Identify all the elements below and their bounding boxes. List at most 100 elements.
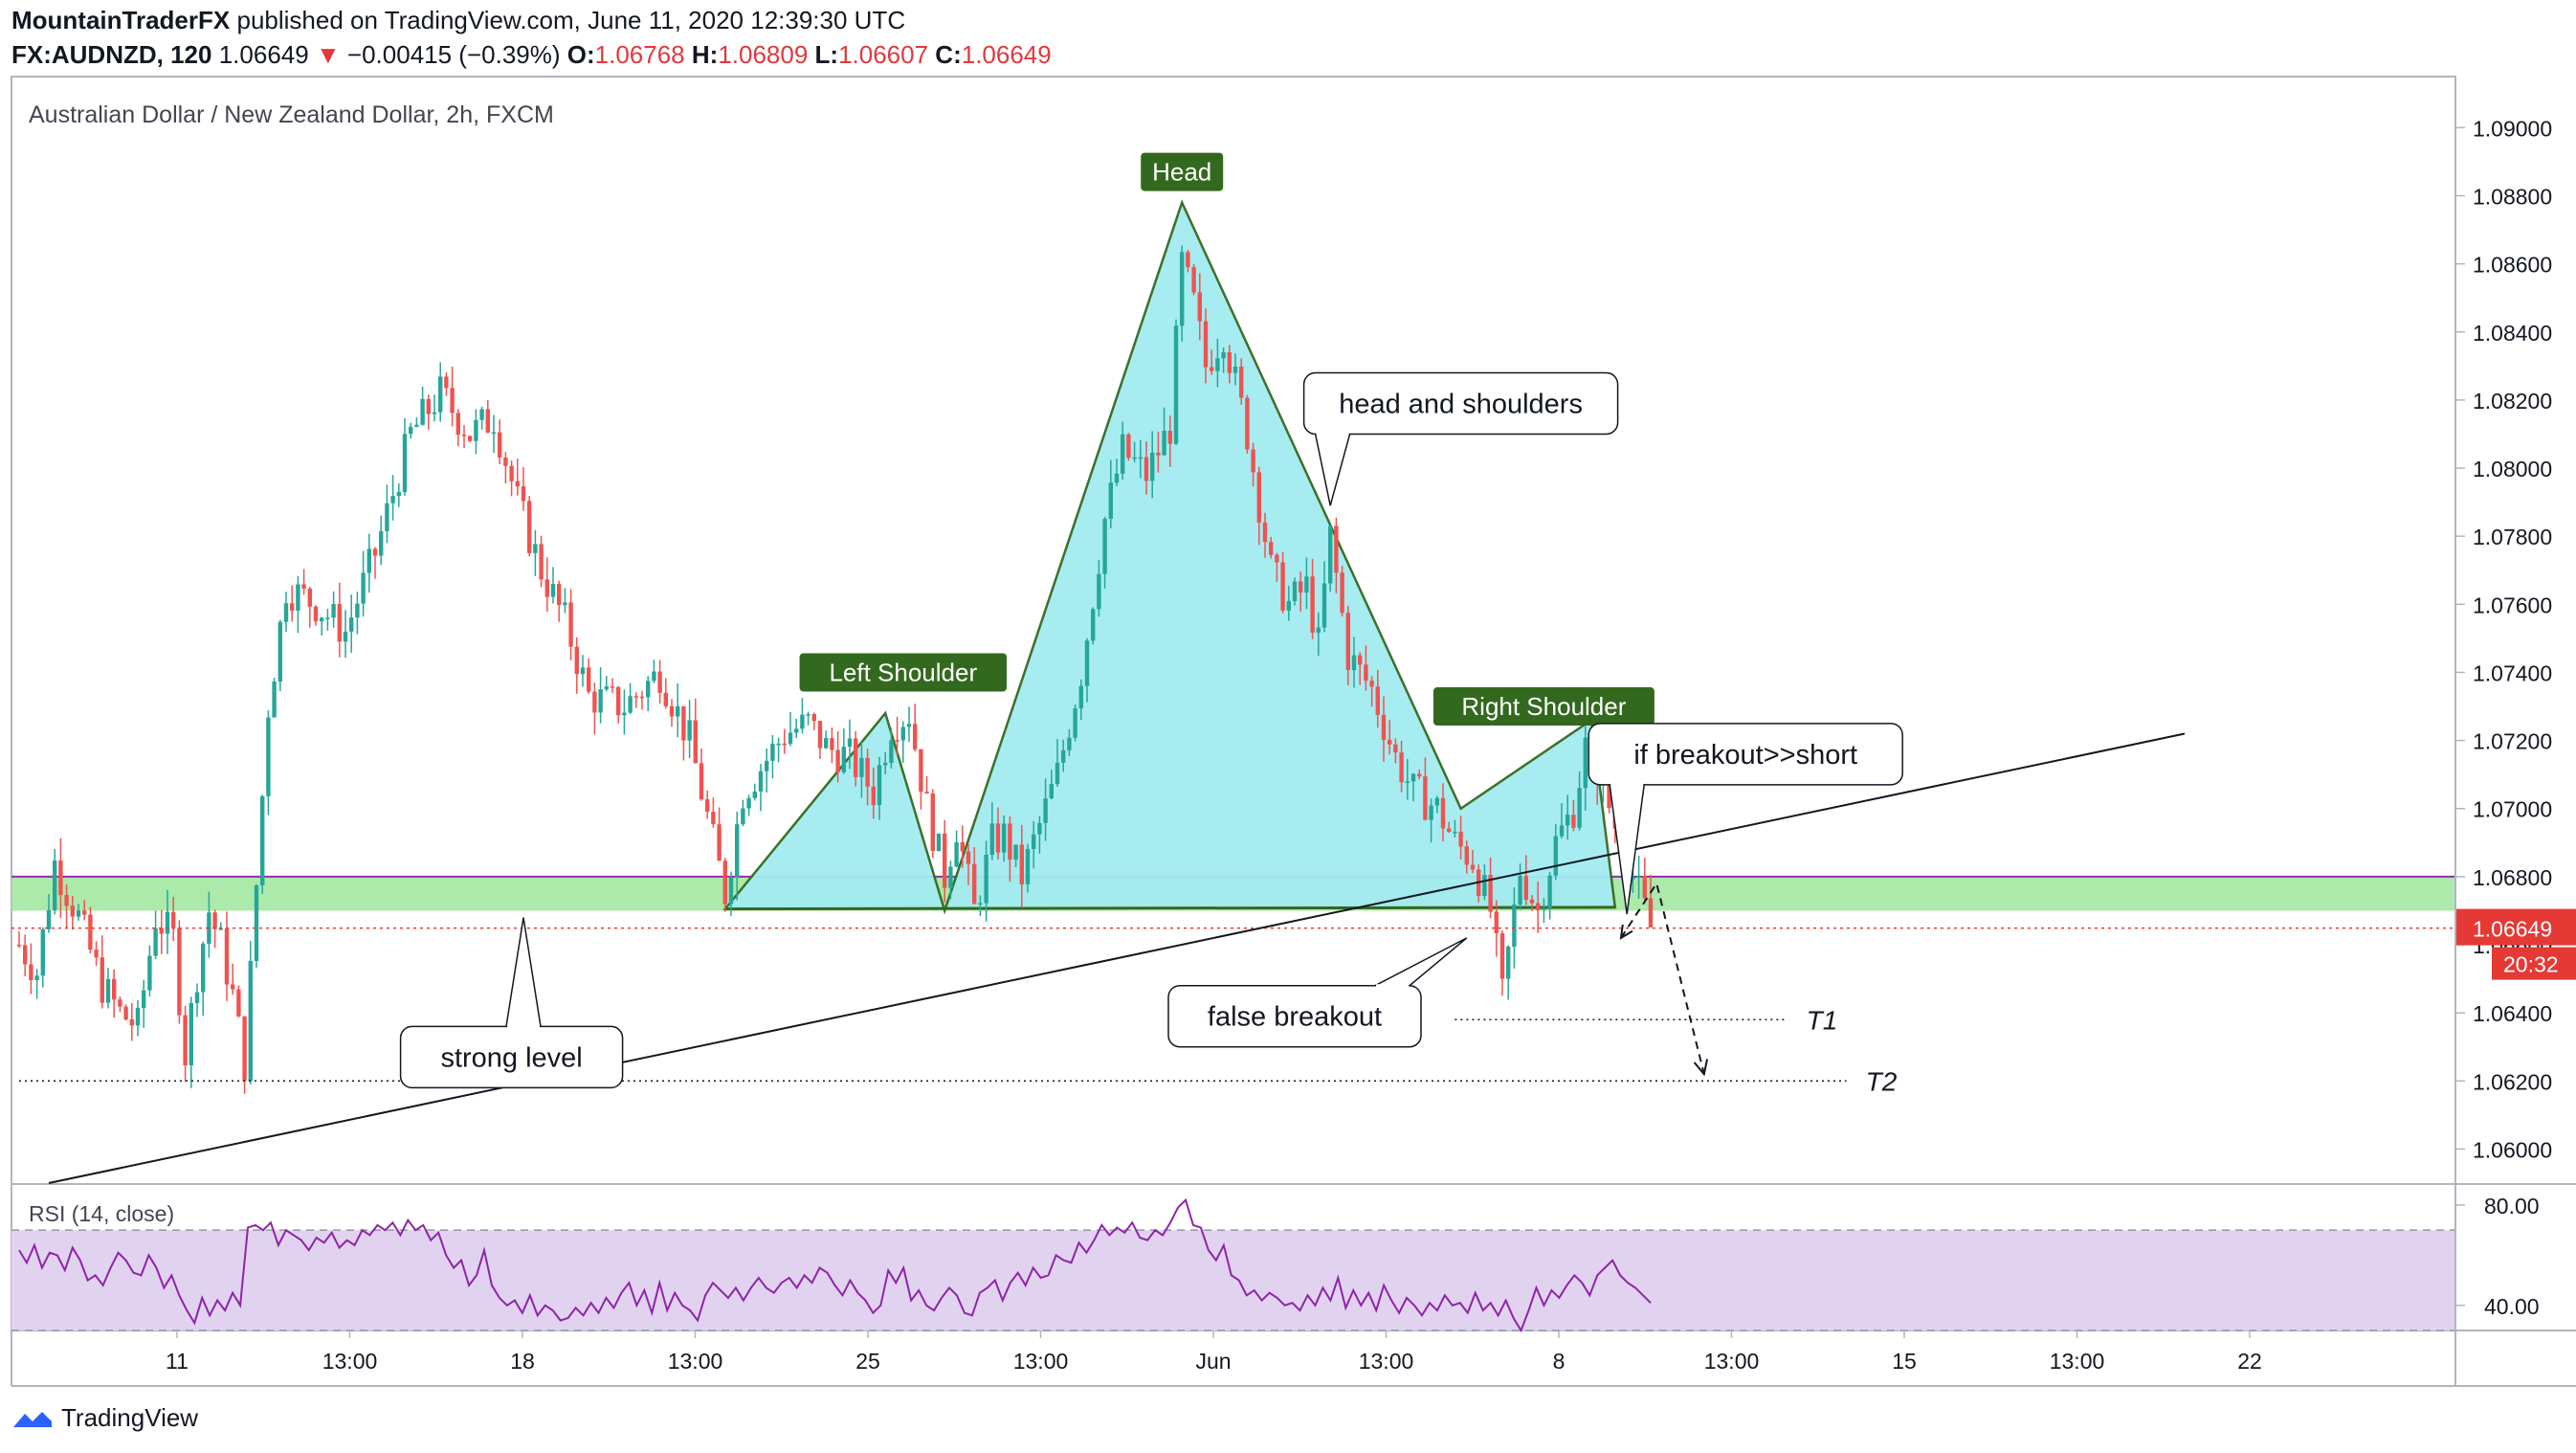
tradingview-logo[interactable]: TradingView — [11, 1403, 198, 1433]
candle-body — [53, 861, 57, 910]
candle-body — [260, 795, 265, 886]
candle-body — [765, 760, 769, 771]
candle-body — [717, 824, 722, 861]
y-tick-label: 1.08000 — [2473, 457, 2552, 481]
x-tick-label: 25 — [855, 1349, 880, 1374]
close-label: C: — [935, 40, 962, 69]
price-change: −0.00415 (−0.39%) — [346, 40, 561, 69]
candle-body — [800, 714, 805, 729]
candle-body — [1126, 434, 1131, 458]
candle-body — [782, 743, 787, 746]
candle-body — [337, 604, 342, 642]
candle-body — [194, 992, 200, 1004]
y-tick-label: 1.07200 — [2473, 729, 2552, 754]
candle-body — [1025, 848, 1031, 884]
candle-body — [325, 617, 330, 619]
candle-body — [1256, 472, 1261, 523]
candle-body — [835, 749, 840, 772]
candle-body — [331, 604, 336, 618]
candle-body — [1482, 875, 1487, 897]
candle-body — [515, 481, 520, 487]
candle-body — [978, 903, 983, 905]
candle-body — [88, 914, 93, 950]
candle-body — [34, 975, 39, 980]
candle-body — [919, 749, 923, 793]
callout-pointer-false-breakout — [1374, 937, 1468, 987]
countdown-tag — [2492, 947, 2576, 980]
candle-body — [633, 696, 638, 698]
y-tick-label: 1.06400 — [2473, 1001, 2552, 1026]
candle-body — [1078, 685, 1083, 709]
candle-body — [1434, 797, 1439, 806]
candle-body — [207, 912, 211, 944]
candle-body — [153, 928, 158, 956]
candle-body — [859, 757, 864, 777]
candle-body — [681, 705, 686, 741]
candle-body — [455, 413, 460, 436]
candle-body — [610, 686, 615, 688]
ascending-trendline — [48, 732, 2186, 1184]
candle-body — [129, 1019, 134, 1026]
candle-body — [218, 928, 223, 930]
candle-body — [895, 740, 899, 742]
candle-body — [699, 763, 704, 800]
candle-body — [563, 602, 567, 606]
candle-body — [1351, 655, 1357, 671]
candle-body — [1144, 457, 1149, 481]
label-left-shoulder — [799, 653, 1008, 692]
y-tick-label: 1.06800 — [2473, 865, 2552, 890]
candle-body — [657, 671, 662, 693]
candle-body — [1405, 781, 1410, 783]
candle-body — [1316, 627, 1321, 633]
candle-body — [1156, 452, 1161, 456]
candle-body — [485, 409, 490, 433]
candle-body — [1577, 788, 1582, 828]
projection-arrowhead — [1693, 1059, 1709, 1077]
candle-body — [1067, 737, 1072, 750]
candle-body — [663, 692, 668, 706]
projection-arrowhead-left — [1619, 924, 1633, 940]
candle-body — [598, 689, 603, 713]
candle-body — [1215, 358, 1220, 371]
neckline — [724, 905, 1615, 911]
x-tick-label: 13:00 — [1704, 1349, 1760, 1374]
candle-body — [758, 771, 764, 792]
candle-body — [320, 617, 324, 622]
y-tick-label: 1.09000 — [2473, 116, 2552, 141]
candle-body — [1227, 351, 1232, 373]
target-label-t2: T2 — [1866, 1066, 1898, 1096]
candle-body — [1321, 583, 1327, 628]
candle-body — [1375, 686, 1380, 715]
chart-title: Australian Dollar / New Zealand Dollar, … — [29, 101, 554, 128]
candle-body — [1393, 744, 1398, 753]
candle-body — [1566, 815, 1570, 826]
candle-body — [669, 705, 675, 717]
candle-body — [521, 486, 526, 502]
candle-body — [474, 419, 478, 441]
candle-body — [628, 696, 633, 713]
candle-body — [468, 436, 473, 441]
candle-body — [171, 911, 176, 928]
candle-body — [652, 671, 656, 682]
candle-body — [301, 584, 306, 589]
candle-body — [1358, 655, 1363, 665]
callout-if-breakout-short — [1588, 723, 1903, 786]
candle-body — [1091, 609, 1096, 641]
candle-body — [1049, 783, 1054, 799]
candle-body — [1381, 714, 1387, 740]
rsi-band — [11, 1230, 2455, 1330]
candle-body — [390, 496, 395, 503]
candle-body — [1494, 911, 1499, 934]
candle-body — [752, 791, 757, 798]
low-label: L: — [814, 40, 839, 69]
candle-body — [1499, 933, 1505, 979]
candle-body — [278, 621, 282, 682]
candle-body — [1032, 834, 1036, 849]
candle-body — [646, 681, 651, 698]
candle-body — [687, 720, 692, 741]
candle-body — [1138, 457, 1143, 459]
author-name[interactable]: MountainTraderFX — [11, 6, 231, 34]
candle-body — [1197, 292, 1202, 322]
y-tick-label: 1.07800 — [2473, 525, 2552, 549]
